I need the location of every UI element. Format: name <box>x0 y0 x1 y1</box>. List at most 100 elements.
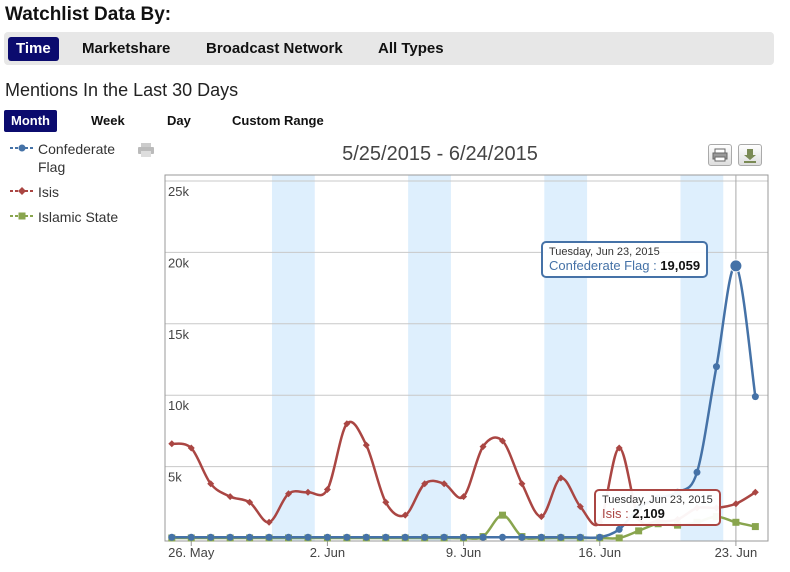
data-point[interactable] <box>729 259 743 273</box>
y-tick-label: 25k <box>168 184 189 199</box>
data-point[interactable] <box>615 534 623 542</box>
legend-item-isis[interactable]: Isis <box>10 183 140 201</box>
legend-label: Confederate Flag <box>38 141 116 175</box>
data-point[interactable] <box>246 533 254 541</box>
data-point[interactable] <box>187 533 195 541</box>
range-custom[interactable]: Custom Range <box>232 113 324 128</box>
data-point[interactable] <box>693 468 701 476</box>
data-point[interactable] <box>596 533 604 541</box>
tab-all-types[interactable]: All Types <box>378 40 444 57</box>
printer-icon <box>712 148 728 162</box>
data-point[interactable] <box>498 533 506 541</box>
tab-bar: Time Marketshare Broadcast Network All T… <box>4 32 774 65</box>
data-point[interactable] <box>460 533 468 541</box>
data-point[interactable] <box>207 533 215 541</box>
data-point[interactable] <box>343 533 351 541</box>
data-point[interactable] <box>265 533 273 541</box>
data-point[interactable] <box>440 480 448 488</box>
data-point[interactable] <box>226 493 234 501</box>
legend-item-islamic-state[interactable]: Islamic State <box>10 208 140 226</box>
range-day[interactable]: Day <box>167 113 191 128</box>
data-point[interactable] <box>479 533 487 541</box>
print-chart-button[interactable] <box>708 144 732 166</box>
data-point[interactable] <box>401 533 409 541</box>
data-point[interactable] <box>498 437 506 445</box>
x-tick-label: 16. Jun <box>578 545 621 560</box>
data-point[interactable] <box>537 513 545 521</box>
data-point[interactable] <box>187 444 195 452</box>
x-tick-label: 23. Jun <box>715 545 758 560</box>
square-marker-icon <box>10 212 34 220</box>
weekend-band <box>271 175 315 541</box>
print-icon[interactable] <box>138 143 154 157</box>
data-point[interactable] <box>362 441 370 449</box>
data-point[interactable] <box>615 525 623 533</box>
tooltip-confederate-flag: Tuesday, Jun 23, 2015 Confederate Flag :… <box>541 241 709 278</box>
page-title: Watchlist Data By: <box>5 4 172 25</box>
data-point[interactable] <box>285 533 293 541</box>
data-point[interactable] <box>751 393 759 401</box>
data-point[interactable] <box>246 498 254 506</box>
data-point[interactable] <box>440 533 448 541</box>
data-point[interactable] <box>479 443 487 451</box>
data-point[interactable] <box>751 523 759 531</box>
data-point[interactable] <box>732 500 740 508</box>
data-point[interactable] <box>635 527 643 535</box>
x-tick-label: 2. Jun <box>310 545 345 560</box>
section-subtitle: Mentions In the Last 30 Days <box>5 80 239 100</box>
data-point[interactable] <box>576 503 584 511</box>
diamond-marker-icon <box>10 187 34 195</box>
tooltip-date: Tuesday, Jun 23, 2015 <box>602 494 713 506</box>
data-point[interactable] <box>518 480 526 488</box>
data-point[interactable] <box>712 363 720 371</box>
circle-marker-icon <box>10 144 34 152</box>
data-point[interactable] <box>751 488 759 496</box>
data-point[interactable] <box>421 533 429 541</box>
y-tick-label: 15k <box>168 327 189 342</box>
data-point[interactable] <box>168 440 176 448</box>
chart-title: 5/25/2015 - 6/24/2015 <box>342 143 538 165</box>
download-chart-button[interactable] <box>738 144 762 166</box>
data-point[interactable] <box>557 533 565 541</box>
data-point[interactable] <box>285 490 293 498</box>
plot-frame <box>164 174 769 542</box>
data-point[interactable] <box>557 474 565 482</box>
data-point[interactable] <box>362 533 370 541</box>
data-point[interactable] <box>323 485 331 493</box>
tooltip-separator: : <box>649 258 661 273</box>
legend-label: Islamic State <box>38 209 119 225</box>
data-point[interactable] <box>382 533 390 541</box>
legend-label: Isis <box>38 184 59 200</box>
data-point[interactable] <box>226 533 234 541</box>
data-point[interactable] <box>207 480 215 488</box>
chart-legend: Confederate Flag Isis Islamic State <box>10 140 140 233</box>
data-point[interactable] <box>323 533 331 541</box>
data-point[interactable] <box>421 480 429 488</box>
y-tick-label: 20k <box>168 255 189 270</box>
data-point[interactable] <box>401 511 409 519</box>
tooltip-date: Tuesday, Jun 23, 2015 <box>549 246 660 258</box>
data-point[interactable] <box>576 533 584 541</box>
data-point[interactable] <box>265 518 273 526</box>
tab-marketshare[interactable]: Marketshare <box>82 40 171 57</box>
tooltip-series: Isis <box>602 506 622 521</box>
legend-item-confederate-flag[interactable]: Confederate Flag <box>10 140 140 176</box>
range-month[interactable]: Month <box>4 110 57 132</box>
data-point[interactable] <box>732 518 740 526</box>
data-point[interactable] <box>304 533 312 541</box>
data-point[interactable] <box>382 498 390 506</box>
tab-broadcast-network[interactable]: Broadcast Network <box>206 40 343 57</box>
data-point[interactable] <box>460 493 468 501</box>
tab-time[interactable]: Time <box>8 37 59 61</box>
data-point[interactable] <box>537 533 545 541</box>
data-point[interactable] <box>498 511 506 519</box>
download-icon <box>744 149 756 163</box>
tooltip-value: 2,109 <box>632 506 665 521</box>
data-point[interactable] <box>518 533 526 541</box>
data-point[interactable] <box>615 444 623 452</box>
data-point[interactable] <box>343 420 351 428</box>
data-point[interactable] <box>168 533 176 541</box>
data-point[interactable] <box>304 488 312 496</box>
range-week[interactable]: Week <box>91 113 125 128</box>
